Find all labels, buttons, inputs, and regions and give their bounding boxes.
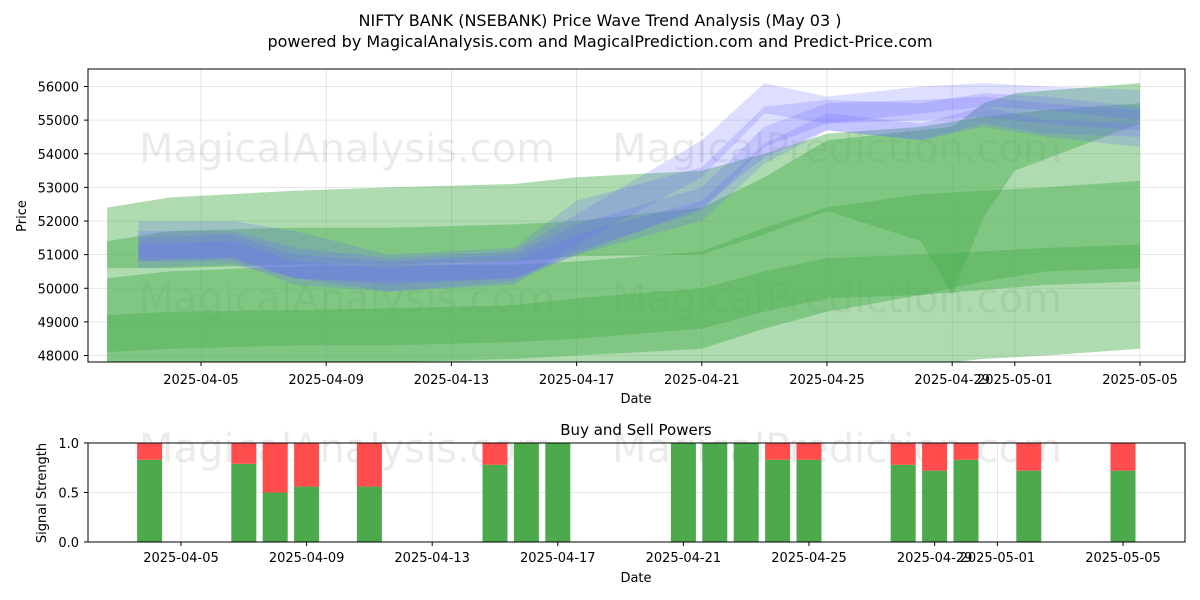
- signal-x-tick-label: 2025-04-13: [394, 551, 470, 566]
- chart-title: NIFTY BANK (NSEBANK) Price Wave Trend An…: [359, 11, 842, 30]
- chart-subtitle: powered by MagicalAnalysis.com and Magic…: [267, 32, 932, 51]
- watermark-prediction: MagicalPrediction.com: [612, 126, 1062, 172]
- signal-x-tick-label: 2025-04-29: [897, 551, 973, 566]
- watermark-analysis: MagicalAnalysis.com: [139, 276, 555, 322]
- sell-power-bar: [796, 443, 822, 460]
- price-x-tick-label: 2025-05-05: [1102, 373, 1178, 388]
- sell-power-bar: [1110, 443, 1136, 471]
- signal-x-ticks: 2025-04-05 2025-04-09 2025-04-13 2025-04-17…: [143, 542, 1161, 566]
- price-x-tick-label: 2025-04-13: [414, 373, 490, 388]
- signal-x-tick-label: 2025-05-01: [960, 551, 1036, 566]
- green-trend-band: [107, 83, 1141, 295]
- price-x-ticks: 2025-04-05 2025-04-09 2025-04-13 2025-04-17…: [163, 362, 1178, 388]
- buy-power-bar: [294, 486, 320, 542]
- signal-title: Buy and Sell Powers: [560, 421, 712, 439]
- signal-y-label: Signal Strength: [35, 443, 50, 543]
- blue-wave-band: [138, 106, 1140, 282]
- buy-power-bar: [765, 459, 791, 542]
- signal-x-tick-label: 2025-04-17: [520, 551, 596, 566]
- buy-power-bar: [733, 443, 759, 542]
- buy-power-bar: [670, 443, 696, 542]
- price-y-tick-label: 53000: [38, 181, 79, 196]
- price-x-tick-label: 2025-04-05: [163, 373, 239, 388]
- price-y-tick-label: 51000: [38, 249, 79, 264]
- sell-power-bar: [1016, 443, 1042, 471]
- signal-bars: [137, 443, 1136, 542]
- buy-power-bar: [953, 459, 979, 542]
- sell-power-bar: [890, 443, 916, 465]
- sell-power-bar: [231, 443, 257, 464]
- price-x-tick-label: 2025-05-01: [977, 373, 1053, 388]
- buy-power-bar: [482, 464, 508, 542]
- signal-y-tick-label: 1.0: [58, 437, 79, 452]
- sell-power-bar: [765, 443, 791, 460]
- signal-x-label: Date: [620, 571, 651, 586]
- buy-power-bar: [796, 459, 822, 542]
- buy-power-bar: [702, 443, 728, 542]
- buy-power-bar: [1110, 470, 1136, 542]
- price-y-tick-label: 48000: [38, 350, 79, 365]
- watermark-prediction: MagicalPrediction.com: [612, 276, 1062, 322]
- sell-power-bar: [953, 443, 979, 460]
- blue-wave-band: [138, 83, 1140, 292]
- price-y-tick-label: 54000: [38, 148, 79, 163]
- signal-y-ticks: 0.0 0.5 1.0: [58, 437, 88, 551]
- price-x-tick-label: 2025-04-21: [664, 373, 740, 388]
- buy-power-bar: [231, 463, 257, 542]
- blue-wave-bands: [138, 83, 1140, 292]
- signal-x-tick-label: 2025-04-05: [143, 551, 219, 566]
- buy-power-bar: [545, 443, 571, 542]
- buy-power-bar: [922, 470, 948, 542]
- buy-power-bar: [262, 492, 288, 542]
- price-x-tick-label: 2025-04-25: [789, 373, 865, 388]
- sell-power-bar: [356, 443, 382, 487]
- price-x-tick-label: 2025-04-29: [914, 373, 990, 388]
- price-y-tick-label: 50000: [38, 282, 79, 297]
- sell-power-bar: [482, 443, 508, 465]
- sell-power-bar: [137, 443, 163, 460]
- buy-power-bar: [137, 459, 163, 542]
- sell-power-bar: [294, 443, 320, 487]
- price-y-tick-label: 55000: [38, 114, 79, 129]
- signal-x-tick-label: 2025-04-09: [269, 551, 345, 566]
- price-x-tick-label: 2025-04-09: [288, 373, 364, 388]
- price-x-label: Date: [620, 392, 651, 407]
- watermark-analysis: MagicalAnalysis.com: [139, 126, 555, 172]
- sell-power-bar: [922, 443, 948, 471]
- price-y-tick-label: 49000: [38, 316, 79, 331]
- blue-wave-band: [138, 96, 1140, 285]
- green-trend-band: [107, 180, 1140, 362]
- blue-wave-band: [138, 93, 1140, 292]
- buy-power-bar: [356, 486, 382, 542]
- price-y-tick-label: 52000: [38, 215, 79, 230]
- price-y-label: Price: [15, 200, 30, 232]
- signal-y-tick-label: 0.5: [58, 487, 79, 502]
- sell-power-bar: [262, 443, 288, 493]
- price-watermarks: MagicalAnalysis.com MagicalPrediction.co…: [139, 126, 1062, 322]
- buy-power-bar: [513, 443, 539, 542]
- signal-x-tick-label: 2025-05-05: [1085, 551, 1161, 566]
- green-trend-band: [107, 244, 1141, 353]
- signal-y-tick-label: 0.0: [58, 536, 79, 551]
- price-y-tick-label: 56000: [38, 81, 79, 96]
- price-y-ticks: 48000 49000 50000 51000 52000 53000 54000 55000…: [38, 81, 88, 365]
- signal-x-tick-label: 2025-04-25: [771, 551, 847, 566]
- price-axes-frame: [87, 68, 1186, 363]
- price-x-tick-label: 2025-04-17: [539, 373, 615, 388]
- green-trend-bands: [107, 83, 1141, 362]
- buy-power-bar: [890, 464, 916, 542]
- signal-x-tick-label: 2025-04-21: [646, 551, 722, 566]
- buy-power-bar: [1016, 470, 1042, 542]
- price-grid: [88, 69, 1185, 362]
- green-trend-band: [107, 103, 1140, 362]
